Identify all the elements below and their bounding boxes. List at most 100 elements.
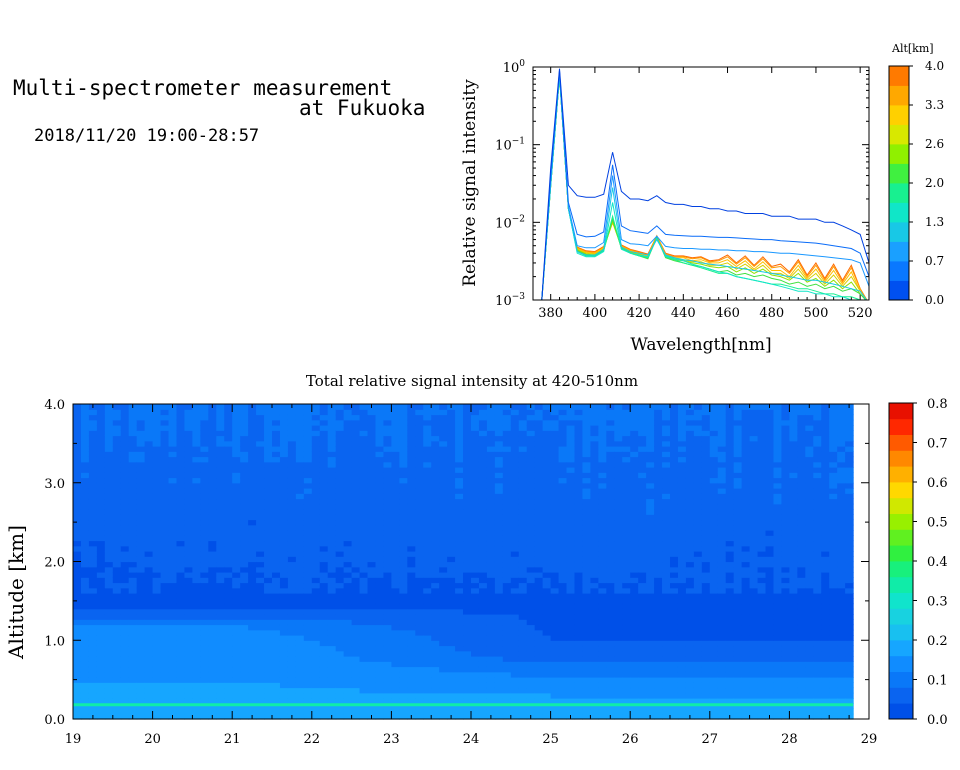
heatmap-cell bbox=[200, 713, 209, 720]
heatmap-cell bbox=[590, 477, 599, 484]
altitude-colorbar-labels: 0.00.71.32.02.63.34.0 bbox=[925, 59, 944, 307]
heatmap-cell bbox=[407, 498, 416, 505]
heatmap-cell bbox=[152, 530, 162, 536]
heatmap-cell bbox=[574, 671, 584, 678]
heatmap-cell bbox=[343, 503, 353, 510]
heatmap-cell bbox=[327, 661, 337, 668]
heatmap-cell bbox=[240, 624, 249, 631]
heatmap-cell bbox=[272, 409, 281, 416]
heatmap-cell bbox=[96, 404, 106, 410]
heatmap-cell bbox=[264, 677, 273, 683]
heatmap-cell bbox=[359, 629, 369, 636]
heatmap-cell bbox=[295, 440, 305, 447]
heatmap-cell bbox=[144, 524, 154, 531]
heatmap-cell bbox=[677, 603, 687, 610]
heatmap-cell bbox=[279, 503, 289, 510]
heatmap-cell bbox=[582, 451, 591, 458]
heatmap-cell bbox=[248, 530, 257, 536]
heatmap-cell bbox=[654, 451, 663, 458]
heatmap-cell bbox=[630, 482, 639, 489]
heatmap-cell bbox=[614, 587, 623, 594]
heatmap-cell bbox=[319, 419, 329, 426]
heatmap-cell bbox=[128, 619, 138, 626]
heatmap-cell bbox=[303, 451, 313, 458]
heatmap-cell bbox=[534, 451, 544, 458]
heatmap-cell bbox=[455, 472, 464, 479]
heatmap-cell bbox=[112, 493, 122, 500]
heatmap-cell bbox=[582, 477, 591, 484]
heatmap-cell bbox=[184, 598, 193, 605]
heatmap-cell bbox=[256, 582, 265, 589]
heatmap-cell bbox=[184, 687, 193, 694]
heatmap-cell bbox=[439, 404, 448, 410]
heatmap-cell bbox=[447, 414, 456, 421]
heatmap-cell bbox=[128, 430, 138, 437]
heatmap-cell bbox=[295, 435, 305, 442]
heatmap-cell bbox=[367, 514, 377, 521]
heatmap-cell bbox=[192, 661, 201, 668]
heatmap-cell bbox=[494, 524, 504, 531]
heatmap-cell bbox=[534, 587, 544, 594]
heatmap-cell bbox=[431, 451, 440, 458]
heatmap-cell bbox=[73, 614, 82, 620]
heatmap-cell bbox=[224, 671, 233, 678]
heatmap-cell bbox=[232, 498, 241, 505]
heatmap-cell bbox=[439, 524, 448, 531]
heatmap-cell bbox=[232, 545, 241, 552]
heatmap-cell bbox=[359, 572, 369, 578]
heatmap-cell bbox=[327, 556, 337, 563]
heatmap-cell bbox=[359, 551, 369, 557]
heatmap-cell bbox=[264, 708, 273, 715]
heatmap-cell bbox=[73, 619, 82, 626]
heatmap-cell bbox=[693, 493, 703, 500]
heatmap-cell bbox=[471, 692, 480, 699]
heatmap-cell bbox=[295, 472, 305, 479]
heatmap-cell bbox=[311, 419, 321, 426]
heatmap-cell bbox=[542, 698, 552, 704]
altitude-colorbar-tick-label: 1.3 bbox=[925, 215, 944, 229]
heatmap-cell bbox=[447, 524, 456, 531]
heatmap-cell bbox=[287, 656, 297, 662]
heatmap-cell bbox=[399, 467, 408, 473]
heatmap-cell bbox=[566, 472, 576, 479]
heatmap-cell bbox=[335, 687, 345, 694]
heatmap-cell bbox=[415, 582, 424, 589]
heatmap-cell bbox=[295, 451, 305, 458]
heatmap-cell bbox=[128, 519, 138, 526]
heatmap-cell bbox=[319, 503, 329, 510]
heatmap-cell bbox=[407, 687, 416, 694]
heatmap-cell bbox=[208, 640, 217, 647]
heatmap-cell bbox=[526, 419, 536, 426]
heatmap-cell bbox=[287, 598, 297, 605]
heatmap-cell bbox=[638, 572, 647, 578]
heatmap-cell bbox=[136, 551, 146, 557]
heatmap-cell bbox=[399, 572, 408, 578]
heatmap-cell bbox=[311, 635, 321, 641]
heatmap-cell bbox=[240, 577, 249, 584]
heatmap-cell bbox=[104, 593, 114, 599]
heatmap-cell bbox=[272, 677, 281, 683]
heatmap-cell bbox=[638, 682, 647, 689]
heatmap-cell bbox=[415, 671, 424, 678]
heatmap-cell bbox=[693, 687, 703, 694]
heatmap-cell bbox=[128, 608, 138, 615]
heatmap-cell bbox=[463, 572, 472, 578]
heatmap-cell bbox=[279, 687, 289, 694]
heatmap-cell bbox=[120, 619, 130, 626]
heatmap-cell bbox=[232, 598, 241, 605]
heatmap-cell bbox=[383, 582, 392, 589]
heatmap-cell bbox=[471, 698, 480, 704]
heatmap-cell bbox=[455, 624, 464, 631]
heatmap-cell bbox=[120, 530, 130, 536]
heatmap-cell bbox=[136, 692, 146, 699]
heatmap-cell bbox=[630, 446, 639, 452]
heatmap-cell bbox=[96, 598, 106, 605]
heatmap-cell bbox=[168, 456, 178, 463]
heatmap-cell bbox=[471, 582, 480, 589]
heatmap-cell bbox=[693, 682, 703, 689]
heatmap-cell bbox=[168, 619, 178, 626]
heatmap-cell bbox=[558, 577, 568, 584]
heatmap-cell bbox=[351, 561, 361, 568]
heatmap-cell bbox=[486, 461, 496, 468]
heatmap-cell bbox=[550, 414, 560, 421]
